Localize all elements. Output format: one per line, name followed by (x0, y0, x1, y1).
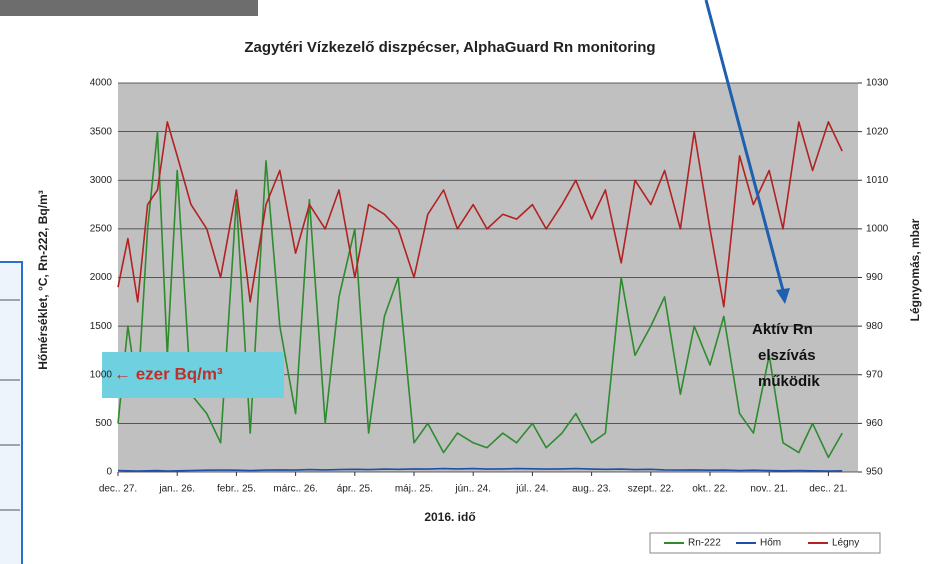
y-tick-label: 1000 (90, 369, 113, 380)
annotation: működik (758, 373, 820, 390)
lines (117, 121, 843, 472)
x-tick-label: jún.. 24. (454, 484, 491, 495)
note-box (102, 352, 284, 398)
series-line (117, 130, 843, 459)
y-tick-label: 3500 (90, 126, 113, 137)
y2-tick-label: 1010 (866, 175, 889, 186)
arrow (704, 0, 787, 299)
legend-box (649, 532, 881, 554)
series-line (117, 467, 843, 472)
y2-tick-label: 970 (866, 369, 883, 380)
x-tick-label: szept.. 22. (628, 484, 674, 495)
legend: Rn-222 Hőm Légny (664, 538, 859, 549)
y-tick-label: 2500 (90, 224, 113, 235)
arrow-head (776, 288, 790, 304)
chart-title: Zagytéri Vízkezelő diszpécser, AlphaGuar… (244, 39, 655, 56)
y-tick-label: 2000 (90, 272, 113, 283)
y2-tick-label: 990 (866, 272, 883, 283)
y-tick-label: 500 (95, 418, 112, 429)
x-tick-label: okt.. 22. (692, 484, 728, 495)
legend-label: Hőm (760, 538, 781, 549)
y-tick-label: 1500 (90, 321, 113, 332)
y2-tick-label: 950 (866, 467, 883, 478)
x-tick-label: dec.. 27. (99, 484, 137, 495)
x-axis-label: 2016. idő (424, 510, 475, 524)
annotation: elszívás (758, 347, 816, 364)
x-tick-label: júl.. 24. (515, 484, 548, 495)
y2-tick-label: 960 (866, 418, 883, 429)
x-tick-label: aug.. 23. (572, 484, 611, 495)
x-tick-label: nov.. 21. (750, 484, 788, 495)
note: ← ezer Bq/m³ (114, 364, 223, 383)
legend-label: Rn-222 (688, 538, 721, 549)
x-tick-label: dec.. 21. (809, 484, 847, 495)
legend-label: Légny (832, 538, 859, 549)
y2-tick-label: 1030 (866, 78, 889, 89)
photo-strip (0, 0, 258, 16)
side-panel (0, 261, 23, 564)
y2-tick-label: 980 (866, 321, 883, 332)
annotation: Aktív Rn (752, 321, 813, 338)
x-tick-label: ápr.. 25. (337, 484, 373, 495)
y-tick-label: 0 (106, 467, 112, 478)
x-tick-label: márc.. 26. (273, 484, 317, 495)
y-tick-label: 3000 (90, 175, 113, 186)
y-axis-label: Hőmérséklet, °C, Rn-222, Bq/m³ (36, 190, 50, 370)
x-tick-label: febr.. 25. (217, 484, 256, 495)
y2-tick-label: 1000 (866, 224, 889, 235)
series-line (117, 121, 843, 308)
x-tick-label: máj.. 25. (395, 484, 433, 495)
y-tick-label: 4000 (90, 78, 113, 89)
x-tick-label: jan.. 26. (158, 484, 195, 495)
y2-axis-label: Légnyomás, mbar (908, 218, 922, 321)
y2-tick-label: 1020 (866, 126, 889, 137)
